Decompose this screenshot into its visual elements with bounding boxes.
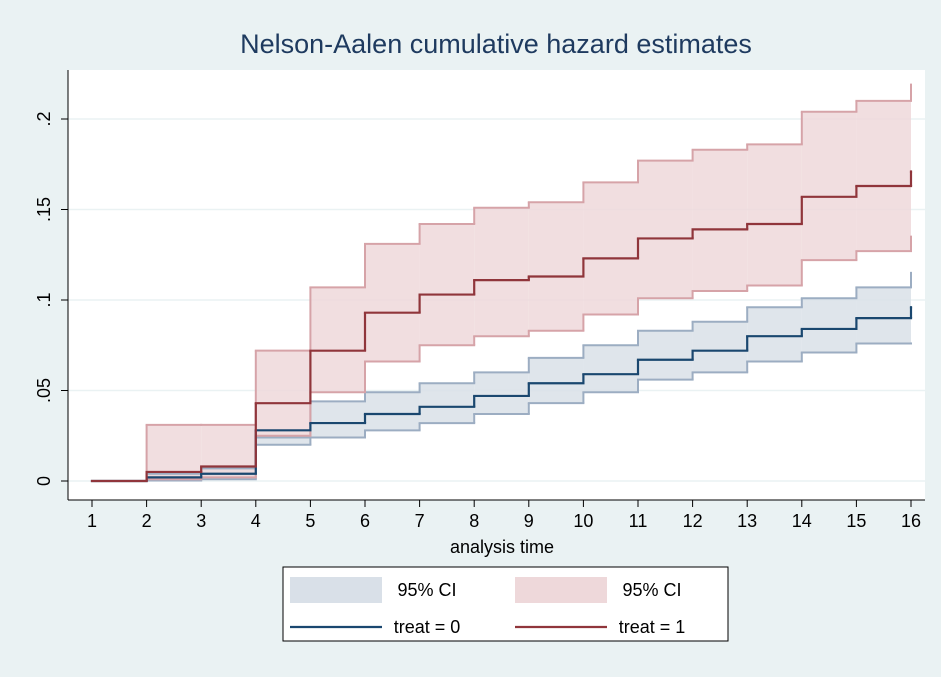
chart-title: Nelson-Aalen cumulative hazard estimates bbox=[240, 29, 752, 59]
ci-band bbox=[310, 401, 365, 438]
ci-band bbox=[528, 357, 584, 404]
y-tick-label: .05 bbox=[34, 378, 54, 403]
ci-band bbox=[583, 182, 638, 315]
y-tick-label: .2 bbox=[34, 111, 54, 126]
ci-band bbox=[365, 392, 420, 431]
x-tick-label: 4 bbox=[251, 511, 261, 531]
ci-band bbox=[747, 307, 802, 362]
ci-band bbox=[747, 144, 802, 286]
legend-ci-swatch bbox=[515, 577, 607, 603]
x-tick-label: 7 bbox=[415, 511, 425, 531]
x-tick-label: 2 bbox=[142, 511, 152, 531]
x-tick-label: 6 bbox=[360, 511, 370, 531]
legend-ci-label: 95% CI bbox=[622, 580, 681, 600]
ci-band bbox=[692, 321, 748, 373]
x-tick-label: 16 bbox=[901, 511, 921, 531]
x-axis-title: analysis time bbox=[450, 537, 554, 557]
x-tick-label: 13 bbox=[737, 511, 757, 531]
y-tick-label: .15 bbox=[34, 197, 54, 222]
ci-band bbox=[310, 287, 365, 393]
ci-band bbox=[801, 298, 857, 353]
legend-label: treat = 1 bbox=[619, 617, 686, 637]
ci-band bbox=[801, 111, 857, 261]
y-tick-label: 0 bbox=[34, 476, 54, 486]
ci-band bbox=[474, 372, 529, 415]
ci-band bbox=[638, 330, 693, 380]
ci-band bbox=[146, 424, 202, 480]
x-tick-label: 12 bbox=[683, 511, 703, 531]
x-tick-label: 10 bbox=[573, 511, 593, 531]
ci-band bbox=[419, 383, 475, 424]
x-tick-label: 3 bbox=[196, 511, 206, 531]
ci-band bbox=[365, 243, 420, 362]
ci-band bbox=[692, 149, 748, 291]
x-tick-label: 14 bbox=[792, 511, 812, 531]
ci-band bbox=[255, 437, 311, 445]
ci-band bbox=[419, 223, 475, 346]
legend-ci-swatch bbox=[290, 577, 382, 603]
x-tick-label: 9 bbox=[524, 511, 534, 531]
ci-band bbox=[856, 287, 911, 344]
legend-label: treat = 0 bbox=[394, 617, 461, 637]
x-tick-label: 15 bbox=[846, 511, 866, 531]
x-tick-label: 11 bbox=[629, 511, 648, 531]
x-tick-label: 8 bbox=[469, 511, 479, 531]
ci-band bbox=[474, 207, 529, 337]
legend-ci-label: 95% CI bbox=[397, 580, 456, 600]
y-tick-label: .1 bbox=[34, 292, 54, 307]
ci-band bbox=[255, 350, 311, 436]
ci-band bbox=[856, 100, 911, 252]
x-tick-label: 5 bbox=[305, 511, 315, 531]
ci-band bbox=[638, 160, 693, 299]
ci-band bbox=[201, 424, 256, 478]
ci-band bbox=[528, 202, 584, 331]
ci-band bbox=[583, 345, 638, 393]
x-tick-label: 1 bbox=[87, 511, 97, 531]
